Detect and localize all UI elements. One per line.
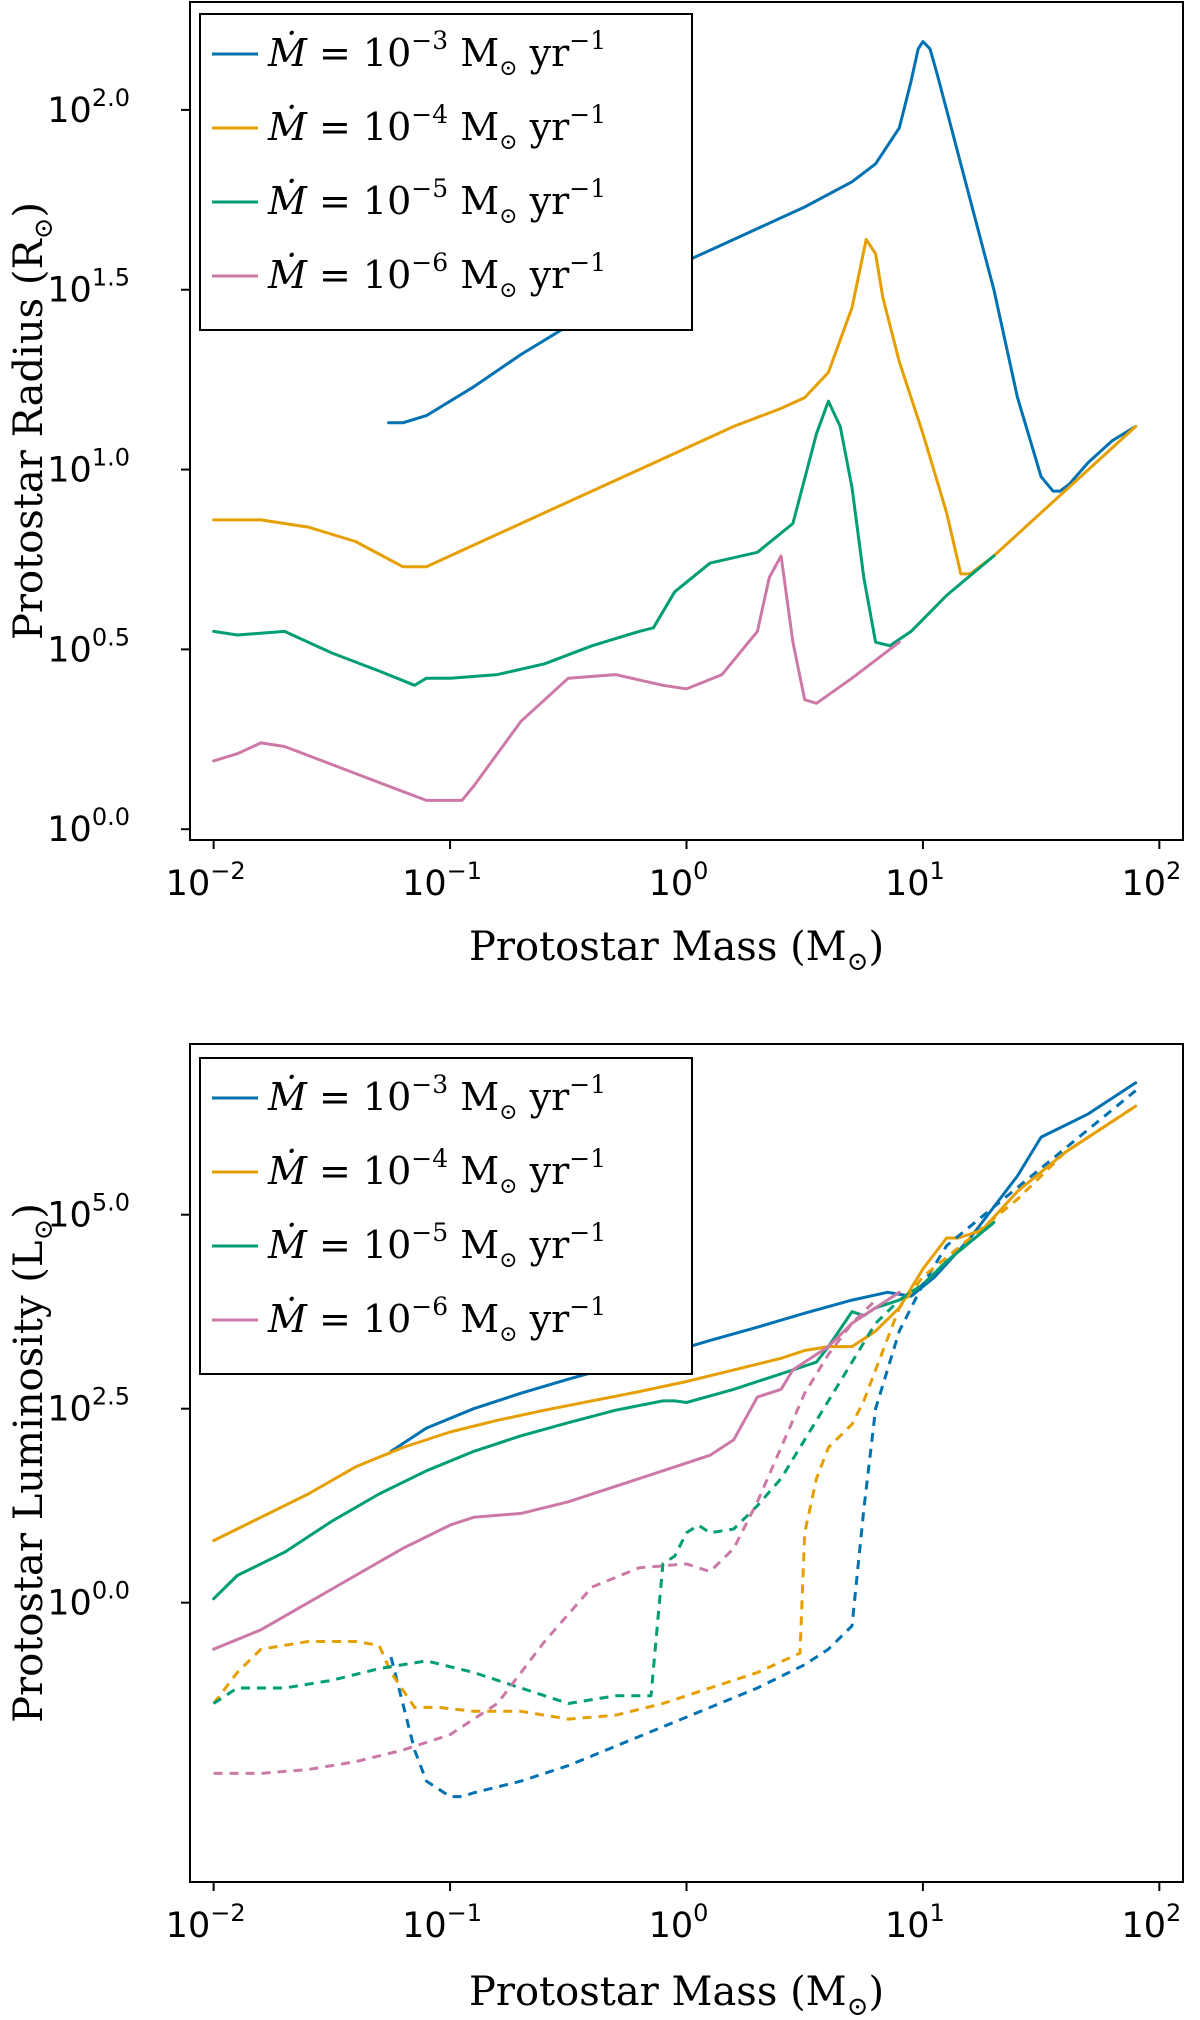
x-tick-label: 102 [1121,857,1181,904]
y-axis-label: Protostar Radius (R⊙) [6,202,59,640]
x-tick-label: 10−2 [166,857,246,904]
x-axis-label: Protostar Mass (M⊙) [469,924,884,977]
x-tick-label: 10−2 [166,1899,246,1946]
y-tick-label: 101.5 [47,264,130,311]
y-tick-label: 100.0 [47,803,130,850]
series-line-3 [212,554,901,802]
y-tick-label: 105.0 [47,1189,130,1236]
legend-entry: Ṁ = 10−6 M⊙ yr−1 [267,248,606,303]
series-group [212,40,1138,802]
x-axis-label: Protostar Mass (M⊙) [469,1969,884,2020]
series-line-1 [212,1104,1138,1543]
series-line-0 [387,40,1138,493]
y-axis-label: Protostar Luminosity (L⊙) [6,1203,59,1723]
x-tick-label: 100 [649,857,709,904]
y-tick-label: 100.0 [47,1577,130,1624]
dashed-series-line-4 [389,1089,1137,1799]
y-tick-label: 102.0 [47,84,130,131]
dashed-series-line-7 [213,1299,877,1775]
y-tick-label: 101.0 [47,444,130,491]
y-tick-label: 102.5 [47,1383,130,1430]
x-tick-label: 101 [885,1899,945,1946]
x-tick-label: 10−1 [402,1899,482,1946]
legend-entry: Ṁ = 10−6 M⊙ yr−1 [267,1292,606,1347]
dashed-series-line-6 [212,1221,995,1705]
legend-entry: Ṁ = 10−3 M⊙ yr−1 [267,1070,606,1125]
legend-entry: Ṁ = 10−4 M⊙ yr−1 [267,1144,606,1199]
series-line-2 [212,399,996,687]
legend-box [199,13,693,331]
series-line-0 [389,1081,1138,1453]
series-line-3 [212,1290,901,1651]
x-tick-label: 10−1 [402,857,482,904]
legend-entry: Ṁ = 10−4 M⊙ yr−1 [267,100,606,155]
legend-entry: Ṁ = 10−5 M⊙ yr−1 [267,1218,606,1273]
legend-box [199,1057,693,1375]
y-tick-label: 100.5 [47,623,130,670]
radius-chart: 10−2 10−1 100 101 102 100.0 100.5 101.0 101.5 102… [6,1,1184,977]
legend-entry: Ṁ = 10−5 M⊙ yr−1 [267,174,606,229]
dashed-series-line-5 [212,1104,1137,1721]
x-tick-label: 101 [885,857,945,904]
x-tick-label: 100 [649,1899,709,1946]
series-line-1 [212,237,1138,576]
x-tick-label: 102 [1121,1899,1181,1946]
series-group [212,1081,1138,1799]
legend-entry: Ṁ = 10−3 M⊙ yr−1 [267,26,606,81]
luminosity-chart: 10−2 10−1 100 101 102100.0102.5105.0Protosta… [6,1043,1184,2020]
